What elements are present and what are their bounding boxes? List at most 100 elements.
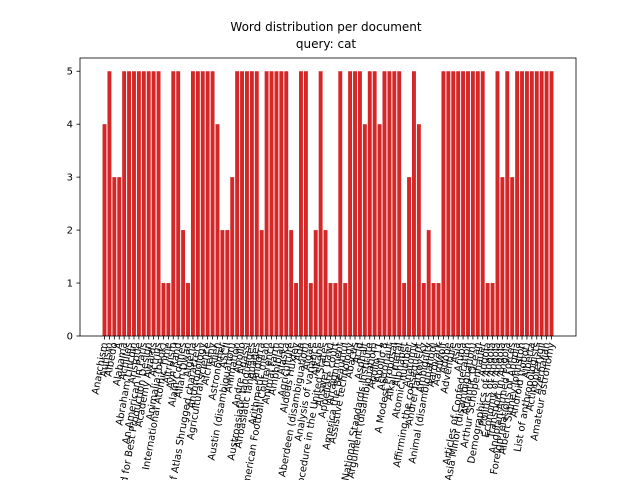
bar [387, 71, 392, 336]
x-tick-label: Aruba [453, 342, 469, 373]
bar [117, 177, 122, 336]
bar [200, 71, 205, 336]
bar [240, 71, 245, 336]
plot-frame [79, 57, 577, 337]
bar [544, 71, 549, 336]
bar [318, 71, 323, 336]
bar [323, 230, 328, 336]
x-tick-label: Asia [450, 342, 464, 365]
bar [220, 230, 225, 336]
bar [490, 283, 495, 336]
bar [529, 71, 534, 336]
bar [299, 71, 303, 336]
y-tick-label: 5 [67, 67, 73, 78]
bar [510, 177, 515, 336]
bar [470, 71, 475, 336]
bar [274, 71, 279, 336]
bar [230, 177, 235, 336]
bar [421, 283, 426, 336]
bar [515, 71, 520, 336]
bar [254, 71, 259, 336]
bar [436, 283, 441, 336]
bar [426, 230, 431, 336]
bar [495, 71, 500, 336]
chart-title: Word distribution per document [230, 20, 421, 34]
y-tick-label: 4 [67, 120, 73, 131]
bar [122, 71, 127, 336]
bar [171, 71, 176, 336]
x-tick-label: Ada [293, 342, 307, 363]
bar [377, 124, 382, 336]
bar [466, 71, 470, 336]
bar [392, 71, 397, 336]
bar [372, 71, 377, 336]
x-tick-label: A [113, 341, 125, 350]
x-tick-label: ASCII [218, 342, 233, 370]
bar [328, 283, 333, 336]
bar [112, 177, 117, 336]
bar [235, 71, 240, 336]
bar [362, 124, 367, 336]
bar [210, 71, 215, 336]
bar [264, 71, 269, 336]
bar [284, 71, 289, 336]
bar [382, 71, 387, 336]
bar [156, 71, 161, 336]
bar [500, 177, 505, 336]
bar [402, 283, 407, 336]
x-tick-label: Algae [301, 342, 317, 372]
bar [549, 71, 554, 336]
bar [367, 71, 372, 336]
bar [161, 283, 166, 336]
bar [146, 71, 151, 336]
y-tick-label: 0 [67, 332, 73, 343]
x-tick-label: Alien [208, 342, 223, 368]
bar [338, 71, 343, 336]
bar [195, 71, 200, 336]
y-tick-label: 1 [67, 279, 73, 290]
x-tick-label: Adobe [438, 342, 454, 375]
bar [269, 71, 274, 336]
bar [505, 71, 510, 336]
bar [176, 71, 181, 336]
bar [249, 71, 254, 336]
y-tick-label: 3 [67, 173, 73, 184]
bar [186, 283, 190, 336]
bar [132, 71, 136, 336]
bar [279, 71, 284, 336]
bar [313, 230, 318, 336]
bar [357, 71, 362, 336]
x-tick-label: Apollo [232, 342, 248, 374]
bar [431, 283, 436, 336]
bar [451, 71, 456, 336]
bar [461, 71, 466, 336]
bar [181, 230, 186, 336]
chart-subtitle: query: cat [296, 37, 357, 51]
bar [441, 71, 446, 336]
bar [333, 283, 338, 336]
bar [539, 71, 544, 336]
bar [244, 71, 249, 336]
bar [141, 71, 146, 336]
y-tick-label: 2 [67, 226, 73, 237]
bar [127, 71, 132, 336]
bar [343, 283, 348, 336]
bar [524, 71, 529, 336]
bar [353, 71, 357, 336]
bar [446, 71, 451, 336]
bar [416, 124, 421, 336]
bar [259, 230, 264, 336]
bar [107, 71, 112, 336]
bar [151, 71, 156, 336]
bar [475, 71, 480, 336]
bar [456, 71, 461, 336]
bar [205, 71, 210, 336]
bar [215, 124, 220, 336]
bar [411, 71, 416, 336]
bar [407, 177, 412, 336]
bar [166, 283, 171, 336]
bar [485, 283, 490, 336]
x-tick-label: Acid [351, 342, 366, 365]
bar [136, 71, 141, 336]
